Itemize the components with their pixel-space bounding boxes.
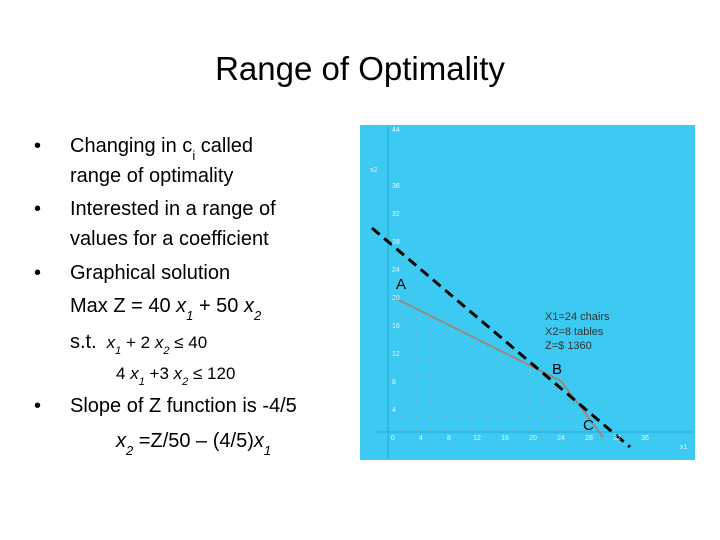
subscript: 1 bbox=[264, 443, 271, 458]
x-tick-label: 4 bbox=[419, 435, 423, 442]
variable: x bbox=[175, 295, 187, 317]
bullet-text: range of optimality bbox=[70, 165, 233, 187]
bullet-dot: • bbox=[34, 395, 41, 417]
text: + 50 bbox=[193, 295, 244, 317]
subscript: 2 bbox=[181, 376, 188, 388]
text: ≤ 120 bbox=[188, 364, 235, 383]
y-tick-label: 28 bbox=[392, 239, 400, 246]
bullet-dot: • bbox=[34, 198, 41, 220]
text: Changing in c bbox=[70, 135, 192, 157]
y-tick-label: 44 bbox=[392, 127, 400, 134]
subscript: 2 bbox=[125, 443, 134, 458]
variable: x bbox=[253, 430, 265, 452]
constraint: 4 x1 +3 x2 ≤ 120 bbox=[116, 364, 235, 388]
graph: x2 x1 A B C X1=24 chairs X2=8 tables Z=$… bbox=[360, 125, 695, 460]
y-tick-label: 36 bbox=[392, 183, 400, 190]
subscript: 2 bbox=[162, 345, 169, 357]
y-tick-label: 24 bbox=[392, 267, 400, 274]
bullet-text: values for a coefficient bbox=[70, 228, 269, 250]
variable: x bbox=[106, 333, 116, 352]
objective: Max Z = 40 x1 + 50 x2 bbox=[70, 295, 262, 323]
point-label: C bbox=[583, 417, 594, 434]
bullet-text: Slope of Z function is -4/5 bbox=[70, 395, 297, 417]
text: 4 bbox=[116, 364, 130, 383]
text: s.t. bbox=[70, 331, 97, 353]
y-tick-label: 4 bbox=[392, 407, 396, 414]
objective-line bbox=[371, 226, 631, 449]
x-tick-label: 36 bbox=[641, 435, 649, 442]
variable: x bbox=[115, 430, 127, 452]
subscript: i bbox=[192, 148, 195, 163]
x-tick-label: 0 bbox=[391, 435, 395, 442]
y-axis-label: x2 bbox=[370, 167, 378, 174]
subscript: 2 bbox=[253, 308, 262, 323]
bullet-dot: • bbox=[34, 262, 41, 284]
text: called bbox=[195, 135, 253, 157]
bullet-text: Graphical solution bbox=[70, 262, 230, 284]
slide-title: Range of Optimality bbox=[215, 50, 505, 87]
bullet-text: Changing in ci called bbox=[70, 135, 253, 163]
subscript: 1 bbox=[139, 376, 145, 388]
y-tick-label: 8 bbox=[392, 379, 396, 386]
x-axis-label: x1 bbox=[680, 444, 688, 451]
y-tick-label: 32 bbox=[392, 211, 400, 218]
y-tick-label: 12 bbox=[392, 351, 400, 358]
text: + 2 bbox=[121, 333, 155, 352]
x-tick-label: 32 bbox=[613, 435, 621, 442]
text: ≤ 40 bbox=[169, 333, 207, 352]
text: =Z/50 – (4/5) bbox=[133, 430, 254, 452]
x-tick-label: 24 bbox=[557, 435, 565, 442]
variable: x bbox=[243, 295, 255, 317]
x-tick-label: 8 bbox=[447, 435, 451, 442]
point-label: B bbox=[552, 361, 562, 378]
x-tick-label: 28 bbox=[585, 435, 593, 442]
text: +3 bbox=[145, 364, 174, 383]
variable: x bbox=[154, 333, 164, 352]
bullet-dot: • bbox=[34, 135, 41, 157]
x-tick-label: 20 bbox=[529, 435, 537, 442]
x-tick-label: 12 bbox=[473, 435, 481, 442]
variable: x bbox=[173, 364, 183, 383]
subscript: 1 bbox=[186, 308, 193, 323]
bullet-list: • Changing in ci called range of optimal… bbox=[34, 135, 297, 458]
annotation: X1=24 chairs bbox=[545, 311, 610, 323]
annotation: X2=8 tables bbox=[545, 326, 604, 338]
point-label: A bbox=[396, 276, 406, 293]
subscript: 1 bbox=[115, 345, 121, 357]
equation: x2 =Z/50 – (4/5)x1 bbox=[115, 430, 271, 458]
bullet-text: Interested in a range of bbox=[70, 198, 276, 220]
y-tick-label: 16 bbox=[392, 323, 400, 330]
x-tick-label: 16 bbox=[501, 435, 509, 442]
text: Max Z = 40 bbox=[70, 295, 176, 317]
y-tick-label: 20 bbox=[392, 295, 400, 302]
variable: x bbox=[129, 364, 139, 383]
constraint-boundary bbox=[392, 296, 604, 438]
feasible-region bbox=[393, 297, 603, 437]
annotation: Z=$ 1360 bbox=[545, 340, 592, 352]
constraint: s.t. x1 + 2 x2 ≤ 40 bbox=[70, 331, 207, 357]
